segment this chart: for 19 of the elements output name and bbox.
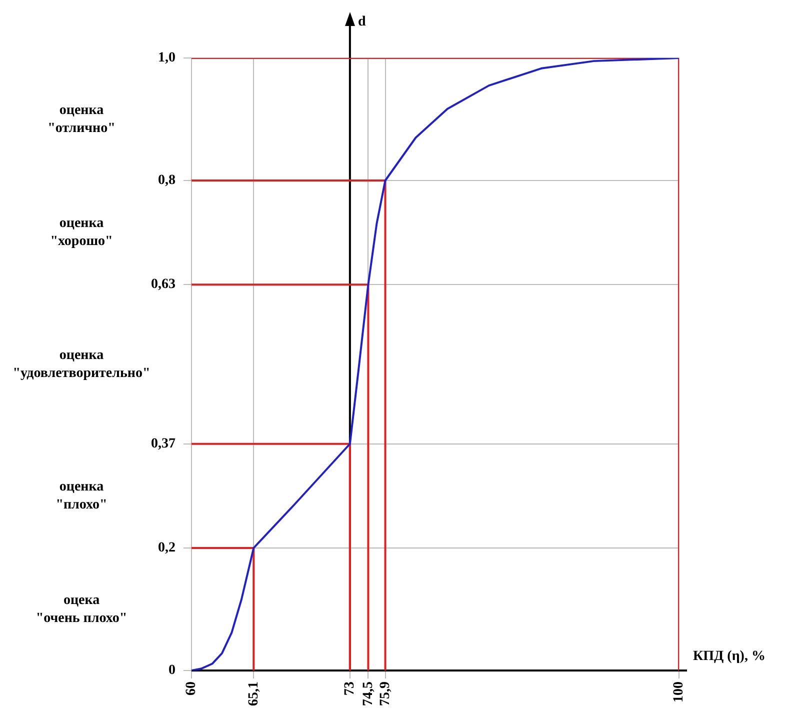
text: оценка "отлично"	[48, 102, 116, 136]
text: оценка "плохо"	[56, 480, 108, 513]
y-tick-label: 0,2	[158, 540, 176, 556]
x-axis-title: КПД (η), %	[693, 649, 766, 664]
text: оцека "очень плохо"	[36, 592, 128, 626]
x-tick-label: 100	[672, 682, 687, 702]
x-tick-label: 74,5	[360, 682, 376, 706]
y-tick-label: 0,8	[158, 173, 176, 188]
y-tick-label: 0,63	[151, 277, 176, 292]
text: оценка "удовлетворительно"	[12, 348, 150, 381]
y-tick-label: 1,0	[158, 50, 176, 66]
y-axis-title: d	[358, 14, 366, 30]
text: оценка "хорошо"	[50, 216, 113, 250]
x-tick-label: 65,1	[246, 682, 262, 706]
x-tick-label: 60	[184, 682, 200, 696]
x-tick-label: 73	[342, 682, 358, 696]
y-tick-label: 0	[168, 663, 176, 678]
x-tick-label: 75,9	[378, 682, 393, 706]
y-tick-label: 0,37	[151, 436, 176, 452]
